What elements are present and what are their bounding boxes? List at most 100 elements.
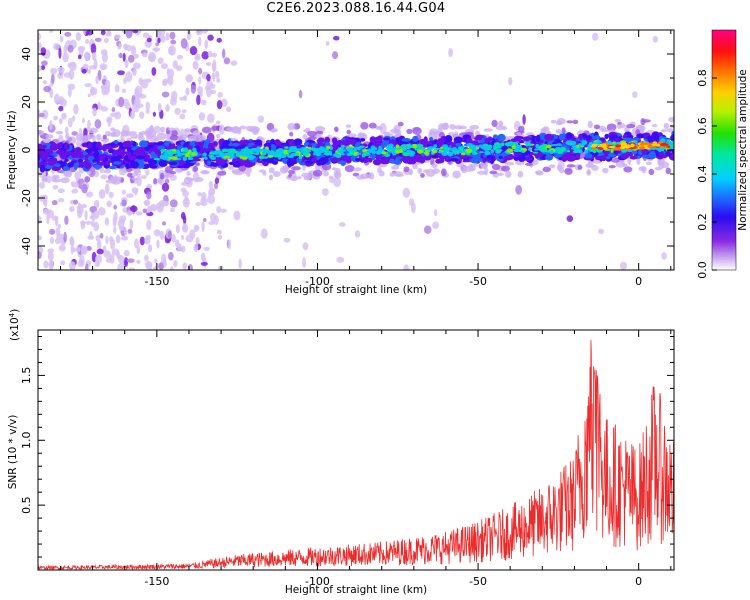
spectrogram-band — [38, 153, 41, 162]
spectrogram-speckle — [227, 239, 232, 250]
spectrogram-speckle — [112, 216, 117, 227]
spectrogram-halo — [334, 126, 339, 132]
spectrogram-halo — [55, 130, 64, 135]
spectrogram-speckle — [205, 61, 212, 67]
spectrogram-core — [165, 149, 169, 153]
spectrogram-speckle — [167, 230, 172, 239]
spectrogram-halo — [289, 175, 299, 182]
spectrogram-band — [641, 154, 650, 159]
spectrogram-speckle — [71, 188, 79, 194]
spectrogram-speckle — [38, 65, 42, 72]
spectrogram-speckle — [120, 134, 125, 144]
spectrogram-speckle — [206, 86, 212, 98]
spectrogram-halo — [666, 128, 674, 133]
spectrogram-band — [63, 165, 70, 171]
spectrogram-band — [274, 139, 281, 145]
spectrogram-core — [388, 144, 392, 149]
spectrogram-halo — [496, 172, 504, 177]
spectrogram-speckle — [105, 31, 112, 37]
spectrogram-speckle — [146, 191, 152, 200]
spectrogram-speckle — [238, 258, 242, 270]
spectrogram-speckle — [221, 98, 228, 108]
spectrogram-core — [434, 147, 442, 150]
spectrogram-core — [286, 153, 290, 157]
spectrogram-speckle — [58, 117, 63, 125]
spectrogram-core — [253, 148, 258, 153]
spectrogram-speckle — [123, 43, 128, 50]
snr-y-axis-label: SNR (10 * v/v) — [7, 415, 19, 490]
spectrogram-band — [115, 155, 123, 159]
spectrogram-speckle — [133, 238, 139, 249]
spectrogram-core — [288, 155, 294, 158]
spectrogram-speckle — [58, 244, 66, 252]
spectrogram-band — [486, 154, 495, 160]
spectrogram-halo — [301, 172, 311, 178]
spectrogram-halo — [130, 133, 139, 139]
spectrogram-core — [241, 156, 248, 160]
spectrogram-band — [382, 139, 389, 146]
spectrogram-core — [561, 147, 567, 152]
spectrogram-ticks: -150 -100 -50 0 40 20 0 -20 -40 — [20, 29, 674, 288]
spectrogram-speckle — [123, 257, 129, 267]
colorbar-ticks: 0.0 0.2 0.4 0.6 0.8 — [696, 69, 717, 279]
spectrogram-halo — [197, 134, 207, 142]
spectrogram-speckle — [185, 234, 194, 243]
spectrogram-halo — [81, 135, 91, 142]
spectrogram-speckle — [50, 67, 58, 75]
spectrogram-band — [649, 151, 656, 156]
spectrogram-band — [316, 138, 325, 143]
spectrogram-halo — [378, 170, 385, 177]
spectrogram-speckle — [123, 249, 130, 257]
spectrogram-speckle — [71, 131, 78, 136]
spectrogram-speckle — [103, 37, 109, 44]
spectrogram-speckle — [215, 70, 220, 79]
spectrogram-halo — [657, 158, 662, 166]
spectrogram-speckle — [67, 44, 74, 53]
spectrogram-speckle — [81, 203, 88, 208]
spectrogram-band — [87, 155, 95, 162]
spectrogram-halo — [323, 171, 330, 177]
x-tick-label: -50 — [469, 575, 487, 588]
spectrogram-band — [222, 159, 228, 163]
spectrogram-band — [263, 142, 274, 148]
spectrogram-speckle — [103, 250, 111, 258]
spectrogram-speckle — [176, 54, 184, 60]
spectrogram-halo — [186, 171, 191, 176]
spectrogram-speckle — [97, 101, 101, 110]
spectrogram-band — [293, 138, 303, 146]
spectrogram-band — [412, 135, 419, 143]
spectrogram-core — [262, 156, 269, 159]
spectrogram-core — [218, 154, 225, 158]
spectrogram-speckle — [69, 206, 75, 213]
spectrogram-speckle — [336, 256, 345, 263]
spectrogram-halo — [121, 132, 132, 137]
spectrogram-band — [87, 142, 93, 149]
spectrogram-halo — [406, 128, 413, 135]
spectrogram-speckle — [408, 198, 415, 206]
spectrogram-halo — [217, 170, 227, 176]
spectrogram-speckle — [200, 261, 208, 266]
spectrogram-band — [98, 153, 108, 158]
spectrogram-speckle — [90, 87, 98, 95]
spectrogram-speckle — [93, 58, 98, 70]
spectrogram-halo — [491, 163, 501, 171]
spectrogram-speckle — [167, 75, 174, 86]
spectrogram-halo — [368, 172, 375, 180]
spectrogram-speckle — [118, 96, 125, 108]
spectrogram-speckle — [52, 185, 59, 190]
spectrogram-band — [126, 146, 132, 153]
spectrogram-speckle — [122, 207, 128, 213]
spectrogram-speckle — [60, 260, 66, 266]
spectrogram-speckle — [283, 237, 291, 243]
spectrogram-core — [340, 153, 345, 156]
spectrogram-speckle — [38, 251, 42, 260]
spectrogram-speckle — [121, 199, 127, 207]
spectrogram-band — [641, 149, 648, 155]
spectrogram-speckle — [221, 48, 226, 59]
spectrogram-band — [42, 161, 48, 166]
spectrogram-speckle — [174, 107, 181, 115]
spectrogram-band — [104, 160, 111, 166]
spectrogram-band — [114, 148, 125, 156]
spectrogram-halo — [452, 170, 461, 179]
spectrogram-halo — [495, 125, 505, 131]
